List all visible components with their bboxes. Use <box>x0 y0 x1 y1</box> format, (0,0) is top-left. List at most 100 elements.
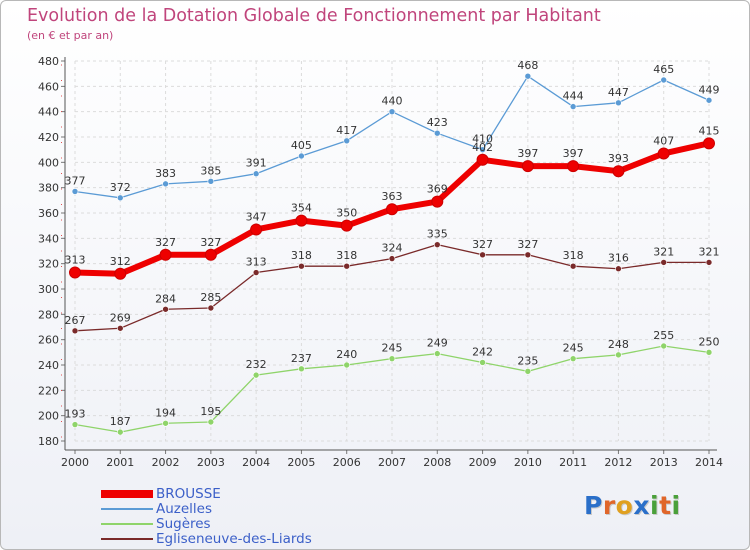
data-label: 449 <box>699 83 720 96</box>
data-label: 397 <box>563 147 584 160</box>
data-label: 235 <box>517 354 538 367</box>
data-label: 242 <box>472 345 493 358</box>
data-label: 440 <box>382 95 403 108</box>
x-tick-label: 2011 <box>559 456 587 469</box>
legend-swatch <box>101 538 153 540</box>
data-point <box>521 160 534 173</box>
data-point <box>705 259 713 266</box>
x-tick-label: 2003 <box>197 456 225 469</box>
data-point <box>340 219 353 232</box>
data-label: 321 <box>699 245 720 258</box>
data-point <box>116 428 124 436</box>
data-label: 405 <box>291 139 312 152</box>
data-label: 385 <box>200 164 221 177</box>
data-point <box>615 265 622 273</box>
data-point <box>204 248 217 261</box>
data-point <box>298 262 305 270</box>
y-tick-label: 180 <box>38 435 59 448</box>
data-point <box>569 262 577 270</box>
data-point <box>657 147 670 160</box>
data-label: 377 <box>65 174 86 187</box>
legend-item: Auzelles <box>101 502 401 517</box>
data-label: 250 <box>699 335 720 348</box>
data-point <box>660 259 668 266</box>
chart-title: Evolution de la Dotation Globale de Fonc… <box>27 6 601 26</box>
data-point <box>207 178 215 185</box>
x-tick-label: 2008 <box>423 456 451 469</box>
chart-subtitle: (en € et par an) <box>27 29 114 42</box>
data-point <box>388 355 396 362</box>
data-point <box>615 351 622 359</box>
data-label: 284 <box>155 292 176 305</box>
data-point <box>250 223 263 236</box>
data-point <box>162 180 169 188</box>
data-label: 195 <box>200 405 221 418</box>
data-point <box>479 146 486 153</box>
data-point <box>479 359 486 366</box>
data-label: 240 <box>336 348 357 361</box>
x-tick-label: 2012 <box>604 456 632 469</box>
legend-item: Egliseneuve-des-Liards <box>101 532 401 547</box>
data-point <box>116 324 124 332</box>
y-tick-label: 440 <box>38 106 59 119</box>
data-point <box>343 361 351 369</box>
data-label: 335 <box>427 228 448 241</box>
data-label: 237 <box>291 352 312 365</box>
data-point <box>660 76 668 84</box>
legend-label: BROUSSE <box>156 486 221 502</box>
data-label: 407 <box>653 134 674 147</box>
data-label: 327 <box>517 238 538 251</box>
data-point <box>388 108 396 115</box>
y-tick-label: 380 <box>38 182 59 195</box>
data-point <box>388 255 396 262</box>
y-tick-label: 300 <box>38 283 59 296</box>
data-label: 194 <box>155 406 176 419</box>
data-label: 245 <box>382 342 403 355</box>
x-tick-label: 2014 <box>695 456 723 469</box>
logo-letter: t <box>659 491 672 520</box>
data-point <box>569 103 577 110</box>
data-point <box>207 418 215 426</box>
data-label: 327 <box>200 236 221 249</box>
data-point <box>703 137 715 150</box>
data-label: 327 <box>155 236 176 249</box>
data-label: 383 <box>155 167 176 180</box>
data-label: 318 <box>563 249 584 262</box>
data-label: 193 <box>65 408 86 421</box>
data-point <box>252 269 260 276</box>
data-point <box>524 72 532 80</box>
logo-letter: P <box>584 491 603 520</box>
data-label: 327 <box>472 238 493 251</box>
data-label: 417 <box>336 124 357 137</box>
y-tick-label: 420 <box>38 131 59 144</box>
data-label: 313 <box>246 256 267 269</box>
data-label: 187 <box>110 415 131 428</box>
y-tick-label: 280 <box>38 308 59 321</box>
chart-legend: BROUSSE Auzelles Sugères Egliseneuve-des-Li… <box>101 487 401 547</box>
data-point <box>524 251 532 259</box>
data-label: 232 <box>246 358 267 371</box>
data-point <box>433 129 441 137</box>
data-point <box>343 262 351 270</box>
x-tick-label: 2006 <box>333 456 361 469</box>
logo-letter: i <box>650 491 660 520</box>
data-label: 372 <box>110 181 131 194</box>
data-label: 410 <box>472 133 493 146</box>
legend-swatch <box>101 523 153 525</box>
x-tick-label: 2005 <box>287 456 315 469</box>
y-tick-label: 360 <box>38 207 59 220</box>
data-label: 318 <box>291 249 312 262</box>
data-label: 423 <box>427 116 448 129</box>
y-tick-label: 320 <box>38 258 59 271</box>
data-label: 248 <box>608 338 629 351</box>
legend-swatch <box>101 508 153 510</box>
data-point <box>433 241 441 248</box>
data-label: 316 <box>608 252 629 265</box>
data-point <box>207 304 215 312</box>
legend-label: Sugères <box>156 516 211 532</box>
data-point <box>159 248 172 261</box>
data-label: 444 <box>563 90 584 103</box>
data-point <box>69 266 81 279</box>
